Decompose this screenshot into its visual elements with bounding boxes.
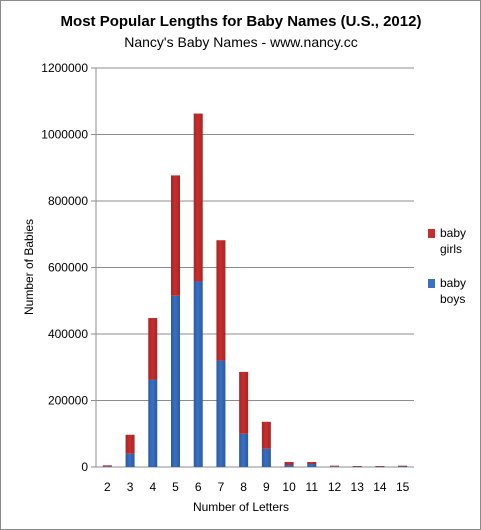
bar-baby-boys-9 — [261, 448, 271, 467]
y-tick-label: 1200000 — [41, 61, 88, 75]
x-tick-label: 2 — [104, 480, 111, 494]
y-tick-label: 600000 — [48, 261, 88, 275]
x-tick-label: 15 — [396, 480, 410, 494]
bar-baby-boys-6 — [193, 281, 203, 467]
bar-baby-girls-14 — [375, 466, 385, 467]
x-axis-ticks: 2 3 4 5 6 7 8 9 10 11 12 13 14 15 — [104, 480, 410, 494]
bar-baby-girls-7 — [216, 240, 226, 361]
y-tick-label: 1000000 — [41, 128, 88, 142]
y-tick-label: 800000 — [48, 194, 88, 208]
y-tick-label: 200000 — [48, 394, 88, 408]
legend-label-line2: girls — [440, 242, 462, 256]
bar-baby-girls-9 — [261, 421, 271, 449]
legend: baby girls baby boys — [428, 226, 466, 306]
bar-baby-boys-3 — [125, 453, 135, 467]
bar-baby-girls-15 — [398, 465, 408, 467]
bar-baby-boys-11 — [307, 464, 317, 467]
legend-swatch — [428, 279, 435, 288]
gridlines — [91, 67, 414, 468]
bar-baby-girls-3 — [125, 434, 135, 454]
bar-baby-girls-11 — [307, 462, 317, 465]
bar-baby-boys-2 — [102, 466, 112, 467]
x-tick-label: 10 — [282, 480, 296, 494]
bar-baby-girls-4 — [148, 318, 158, 380]
bars — [102, 113, 408, 468]
chart-subtitle: Nancy's Baby Names - www.nancy.cc — [124, 34, 358, 50]
x-tick-label: 8 — [240, 480, 247, 494]
x-tick-label: 12 — [328, 480, 342, 494]
chart-title: Most Popular Lengths for Baby Names (U.S… — [61, 13, 422, 30]
x-tick-label: 3 — [127, 480, 134, 494]
x-tick-label: 6 — [195, 480, 202, 494]
y-axis-ticks: 0 200000 400000 600000 800000 1000000 1200000 — [41, 61, 88, 474]
x-tick-label: 14 — [373, 480, 387, 494]
x-tick-label: 11 — [306, 480, 319, 494]
bar-baby-girls-12 — [330, 465, 339, 467]
legend-label-line1: baby — [440, 226, 466, 240]
bar-baby-girls-6 — [193, 113, 203, 282]
bar-baby-boys-14 — [375, 466, 385, 468]
x-tick-label: 13 — [351, 480, 365, 494]
bar-baby-boys-13 — [352, 466, 362, 468]
x-axis-title: Number of Letters — [193, 500, 289, 514]
bar-baby-boys-8 — [239, 433, 249, 467]
bar-baby-girls-5 — [171, 175, 180, 296]
bar-baby-boys-7 — [216, 360, 226, 467]
legend-label-line2: boys — [440, 292, 465, 306]
legend-swatch — [428, 229, 435, 238]
bar-baby-girls-13 — [352, 466, 362, 467]
y-tick-label: 0 — [81, 460, 88, 474]
bar-baby-girls-2 — [102, 465, 112, 467]
bar-baby-girls-10 — [284, 462, 294, 466]
x-tick-label: 4 — [149, 480, 156, 494]
bar-baby-boys-5 — [171, 295, 180, 467]
bar-baby-boys-4 — [148, 379, 158, 467]
bar-baby-boys-15 — [398, 466, 408, 467]
bar-baby-girls-8 — [239, 371, 249, 434]
y-tick-label: 400000 — [48, 327, 88, 341]
bar-baby-boys-10 — [284, 465, 294, 467]
legend-label-line1: baby — [440, 276, 466, 290]
x-tick-label: 5 — [172, 480, 179, 494]
x-tick-label: 7 — [218, 480, 225, 494]
bar-baby-boys-12 — [330, 466, 339, 467]
x-tick-label: 9 — [263, 480, 270, 494]
y-axis-title: Number of Babies — [22, 219, 36, 315]
